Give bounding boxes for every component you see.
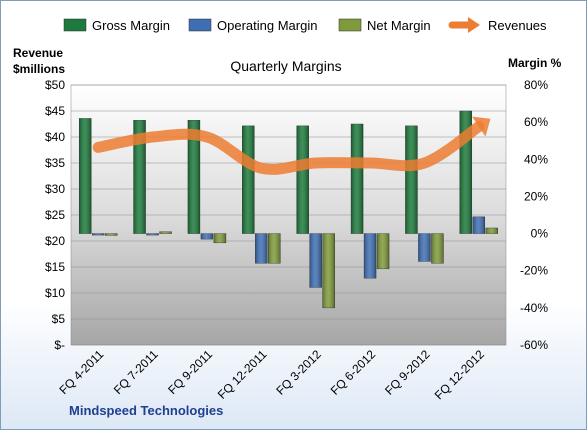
net-margin-bar-shade — [377, 233, 390, 269]
left-tick-label: $35 — [45, 156, 65, 170]
revenues-legend-label: Revenues — [488, 18, 547, 33]
x-tick-label: FQ 4-2011 — [56, 347, 106, 397]
left-tick-label: $5 — [52, 312, 66, 326]
left-axis-title-line1: Revenue — [13, 46, 63, 60]
gross-margin-bar-shade — [405, 125, 418, 234]
line-series — [92, 116, 491, 175]
operating-margin-bar-shade — [92, 233, 105, 236]
right-tick-label: -60% — [520, 338, 548, 352]
legend: Gross Margin Operating Margin Net Margin Re… — [63, 17, 547, 33]
left-tick-label: $- — [54, 338, 65, 352]
gross-margin-bar-shade — [133, 120, 146, 234]
bar-series — [78, 110, 499, 309]
right-tick-label: 40% — [524, 152, 548, 166]
operating-margin-bar-shade — [200, 233, 213, 240]
net-margin-legend-label: Net Margin — [367, 18, 431, 33]
left-axis-title-line2: $millions — [13, 62, 65, 76]
right-tick-label: -40% — [520, 301, 548, 315]
net-margin-bar-shade — [322, 233, 335, 308]
revenues-line — [92, 121, 485, 175]
left-tick-label: $30 — [45, 182, 65, 196]
left-tick-label: $15 — [45, 260, 65, 274]
left-tick-label: $25 — [45, 208, 65, 222]
gross-margin-bar-shade — [242, 125, 255, 234]
left-axis-ticks: $- $5 $10 $15 $20 $25 $30 $35 $40 $45 $50 — [45, 78, 65, 352]
net-margin-legend-swatch — [338, 18, 362, 32]
gross-margin-bar-shade — [187, 120, 200, 234]
right-tick-label: 60% — [524, 115, 548, 129]
left-tick-label: $20 — [45, 234, 65, 248]
right-tick-label: 20% — [524, 189, 548, 203]
right-axis-ticks: -60% -40% -20% 0% 20% 40% 60% 80% — [520, 78, 548, 352]
left-tick-label: $45 — [45, 104, 65, 118]
net-margin-bar-shade — [213, 233, 226, 243]
x-tick-label: FQ 9-2011 — [165, 347, 215, 397]
operating-margin-bar-shade — [309, 233, 322, 288]
x-tick-label: FQ 7-2011 — [111, 347, 161, 397]
operating-margin-bar-shade — [472, 216, 485, 234]
right-tick-label: -20% — [520, 264, 548, 278]
net-margin-bar-shade — [159, 231, 172, 234]
left-tick-label: $10 — [45, 286, 65, 300]
right-tick-label: 0% — [531, 227, 549, 241]
net-margin-bar-shade — [105, 233, 118, 236]
revenues-arrowhead — [472, 116, 491, 137]
operating-margin-legend-swatch — [188, 18, 212, 32]
company-footer: Mindspeed Technologies — [69, 403, 223, 418]
x-tick-label: FQ 3-2012 — [273, 347, 324, 398]
net-margin-bar-shade — [485, 228, 498, 234]
operating-margin-bar-shade — [364, 233, 377, 279]
operating-margin-bar-shade — [418, 233, 431, 262]
gross-margin-bar-shade — [296, 125, 309, 234]
gross-margin-legend-label: Gross Margin — [92, 18, 170, 33]
chart-title: Quarterly Margins — [230, 58, 341, 74]
right-tick-label: 80% — [524, 78, 548, 92]
gross-margin-bar-shade — [79, 118, 92, 234]
x-tick-label: FQ 12-2011 — [215, 347, 270, 402]
gross-margin-bar-shade — [351, 124, 364, 234]
operating-margin-bar-shade — [255, 233, 268, 264]
x-tick-label: FQ 6-2012 — [328, 347, 379, 398]
left-tick-label: $40 — [45, 130, 65, 144]
left-tick-label: $50 — [45, 78, 65, 92]
net-margin-bar-shade — [268, 233, 281, 264]
gross-margin-legend-swatch — [63, 18, 87, 32]
net-margin-bar-shade — [431, 233, 444, 264]
x-axis-ticks: FQ 4-2011 FQ 7-2011 FQ 9-2011 FQ 12-2011 FQ … — [56, 347, 487, 402]
operating-margin-bar-shade — [146, 233, 159, 236]
operating-margin-legend-label: Operating Margin — [217, 18, 317, 33]
revenues-legend-arrow — [468, 17, 480, 33]
x-tick-label: FQ 9-2012 — [382, 347, 433, 398]
x-tick-label: FQ 12-2012 — [432, 347, 487, 402]
right-axis-title: Margin % — [508, 56, 562, 70]
